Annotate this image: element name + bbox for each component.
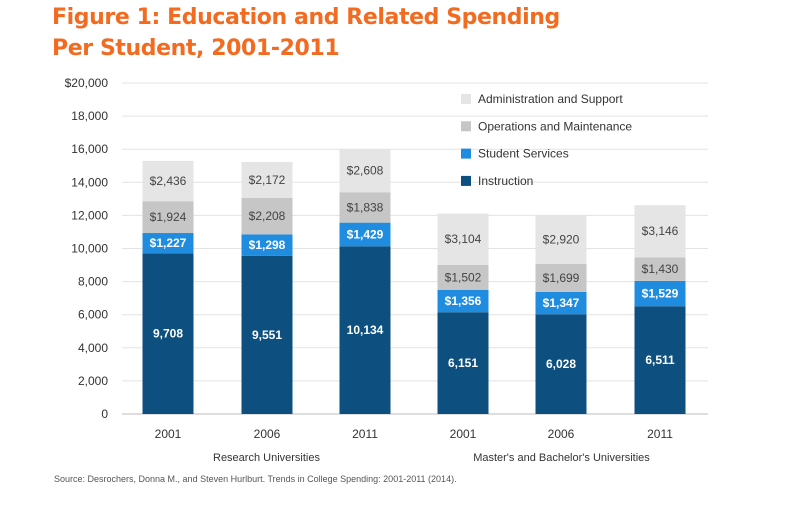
figure-title: Figure 1: Education and Related Spending…	[52, 2, 752, 64]
data-label: $1,838	[347, 200, 384, 214]
y-tick-label: 8,000	[78, 275, 108, 289]
data-label: $2,172	[249, 173, 286, 187]
legend-label: Operations and Maintenance	[478, 119, 632, 133]
bar-segment-administration-and-support	[339, 149, 391, 193]
legend-swatch	[461, 175, 471, 186]
legend-swatch	[461, 94, 471, 104]
bar-segment-instruction	[634, 306, 686, 414]
bar-segment-instruction	[241, 255, 293, 414]
bar-segment-operations-and-maintenance	[437, 264, 489, 290]
x-tick-label: 2006	[254, 427, 281, 441]
figure-title-line-1: Figure 1: Education and Related Spending	[52, 5, 560, 30]
data-label: $2,608	[347, 164, 384, 178]
x-tick-label: 2011	[647, 427, 673, 441]
bar-segment-student-services	[437, 289, 489, 313]
data-label: $2,436	[150, 174, 187, 188]
source-note: Source: Desrochers, Donna M., and Steven…	[54, 474, 457, 484]
y-tick-label: 16,000	[71, 142, 108, 156]
data-label: $1,227	[150, 236, 187, 250]
data-label: $1,347	[543, 296, 580, 310]
y-tick-label: 12,000	[71, 208, 108, 222]
bar-segment-operations-and-maintenance	[339, 192, 391, 223]
bar-segment-operations-and-maintenance	[634, 257, 686, 281]
data-label: $3,146	[642, 224, 679, 238]
x-group-label: Master's and Bachelor's Universities	[473, 452, 650, 464]
y-tick-label: 0	[101, 407, 108, 421]
bar-segment-student-services	[142, 233, 194, 254]
bar-segment-administration-and-support	[535, 215, 587, 264]
y-tick-label: 10,000	[71, 242, 108, 256]
bar-segment-instruction	[142, 253, 194, 414]
y-tick-label: 2,000	[78, 374, 108, 388]
data-label: $2,920	[543, 233, 580, 247]
x-tick-label: 2001	[155, 427, 182, 441]
bar-segment-student-services	[634, 280, 686, 307]
legend-label: Student Services	[478, 147, 569, 161]
x-tick-label: 2006	[548, 427, 575, 441]
data-label: $1,529	[642, 287, 679, 301]
y-tick-label: 14,000	[71, 175, 108, 189]
y-tick-label: 4,000	[78, 341, 108, 355]
x-tick-label: 2011	[352, 427, 378, 441]
data-label: 9,551	[252, 328, 282, 342]
data-label: $3,104	[445, 232, 482, 246]
data-label: $1,924	[150, 210, 187, 224]
bar-segment-student-services	[535, 291, 587, 315]
data-label: 9,708	[153, 327, 183, 341]
y-tick-label: 18,000	[71, 109, 108, 123]
bar-segment-operations-and-maintenance	[535, 263, 587, 292]
bar-segment-student-services	[241, 234, 293, 256]
data-label: $1,502	[445, 270, 482, 284]
data-label: $1,430	[642, 262, 679, 276]
legend-label: Administration and Support	[478, 92, 623, 106]
bar-segment-student-services	[339, 222, 391, 247]
bar-segment-operations-and-maintenance	[241, 197, 293, 235]
data-label: $1,699	[543, 271, 580, 285]
data-label: 6,028	[546, 357, 576, 371]
bar-segment-administration-and-support	[634, 205, 686, 258]
data-label: $1,298	[249, 238, 286, 252]
legend-swatch	[461, 121, 471, 132]
legend-swatch	[461, 148, 471, 159]
bar-segment-administration-and-support	[142, 160, 194, 202]
data-label: $1,356	[445, 294, 482, 308]
bar-segment-administration-and-support	[241, 161, 293, 198]
data-label: $1,429	[347, 227, 384, 241]
legend-label: Instruction	[478, 174, 533, 188]
bar-segment-operations-and-maintenance	[142, 201, 194, 234]
bar-segment-instruction	[339, 246, 391, 414]
y-tick-label: 6,000	[78, 308, 108, 322]
bar-segment-administration-and-support	[437, 213, 489, 265]
x-group-label: Research Universities	[213, 452, 320, 464]
y-tick-label: $20,000	[65, 76, 109, 90]
data-label: 6,151	[448, 356, 478, 370]
bar-segment-instruction	[535, 314, 587, 414]
figure-title-line-2: Per Student, 2001-2011	[52, 36, 340, 61]
data-label: 10,134	[347, 323, 384, 337]
bar-segment-instruction	[437, 312, 489, 414]
data-label: 6,511	[645, 353, 675, 367]
x-tick-label: 2001	[450, 427, 477, 441]
data-label: $2,208	[249, 209, 286, 223]
